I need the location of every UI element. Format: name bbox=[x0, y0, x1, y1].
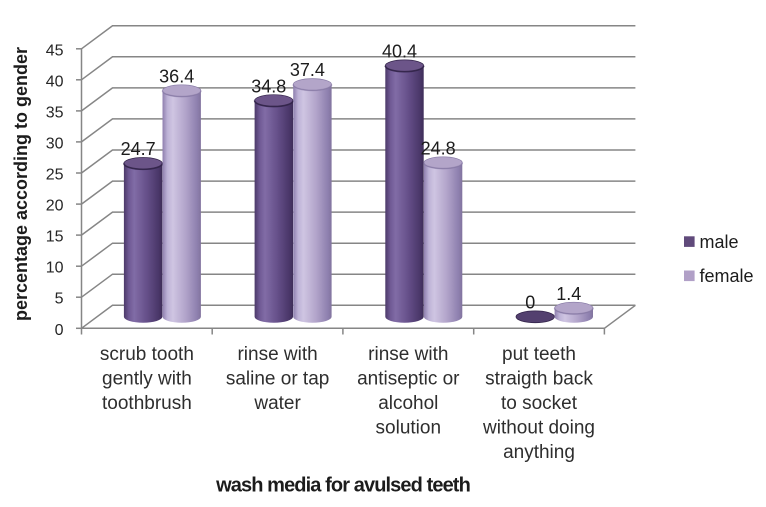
svg-text:24.8: 24.8 bbox=[421, 138, 456, 158]
svg-text:0: 0 bbox=[55, 322, 64, 339]
svg-text:rinse with: rinse with bbox=[237, 344, 317, 365]
svg-text:24.7: 24.7 bbox=[121, 139, 156, 159]
svg-text:alcohol: alcohol bbox=[378, 393, 438, 414]
svg-text:solution: solution bbox=[376, 418, 442, 439]
svg-text:20: 20 bbox=[46, 198, 64, 215]
svg-text:40.4: 40.4 bbox=[382, 42, 417, 62]
svg-text:34.8: 34.8 bbox=[251, 76, 286, 96]
svg-text:15: 15 bbox=[46, 229, 64, 246]
svg-text:scrub tooth: scrub tooth bbox=[100, 344, 194, 365]
svg-text:toothbrush: toothbrush bbox=[102, 393, 192, 414]
svg-text:without doing: without doing bbox=[482, 418, 595, 439]
svg-text:0: 0 bbox=[525, 293, 535, 313]
svg-text:25: 25 bbox=[46, 167, 64, 184]
svg-text:5: 5 bbox=[55, 291, 64, 308]
svg-text:percentage according to gender: percentage according to gender bbox=[11, 47, 31, 321]
svg-text:30: 30 bbox=[46, 135, 64, 152]
svg-text:gently with: gently with bbox=[102, 369, 192, 390]
svg-text:antiseptic or: antiseptic or bbox=[357, 369, 460, 390]
svg-text:saline or tap: saline or tap bbox=[226, 369, 330, 390]
svg-text:wash media for avulsed teeth: wash media for avulsed teeth bbox=[215, 475, 470, 497]
svg-text:water: water bbox=[253, 393, 301, 414]
svg-text:to socket: to socket bbox=[501, 393, 578, 414]
svg-text:45: 45 bbox=[46, 42, 64, 59]
svg-text:put teeth: put teeth bbox=[502, 344, 576, 365]
svg-text:male: male bbox=[700, 232, 739, 252]
svg-text:anything: anything bbox=[503, 442, 575, 463]
svg-text:10: 10 bbox=[46, 260, 64, 277]
svg-text:1.4: 1.4 bbox=[556, 284, 581, 304]
svg-text:40: 40 bbox=[46, 73, 64, 90]
svg-text:36.4: 36.4 bbox=[159, 66, 194, 86]
svg-text:37.4: 37.4 bbox=[290, 60, 325, 80]
svg-text:straigth back: straigth back bbox=[485, 369, 593, 390]
svg-text:rinse with: rinse with bbox=[368, 344, 448, 365]
svg-text:35: 35 bbox=[46, 104, 64, 121]
svg-text:female: female bbox=[700, 266, 754, 286]
